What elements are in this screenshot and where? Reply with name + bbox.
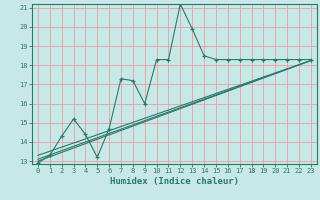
- X-axis label: Humidex (Indice chaleur): Humidex (Indice chaleur): [110, 177, 239, 186]
